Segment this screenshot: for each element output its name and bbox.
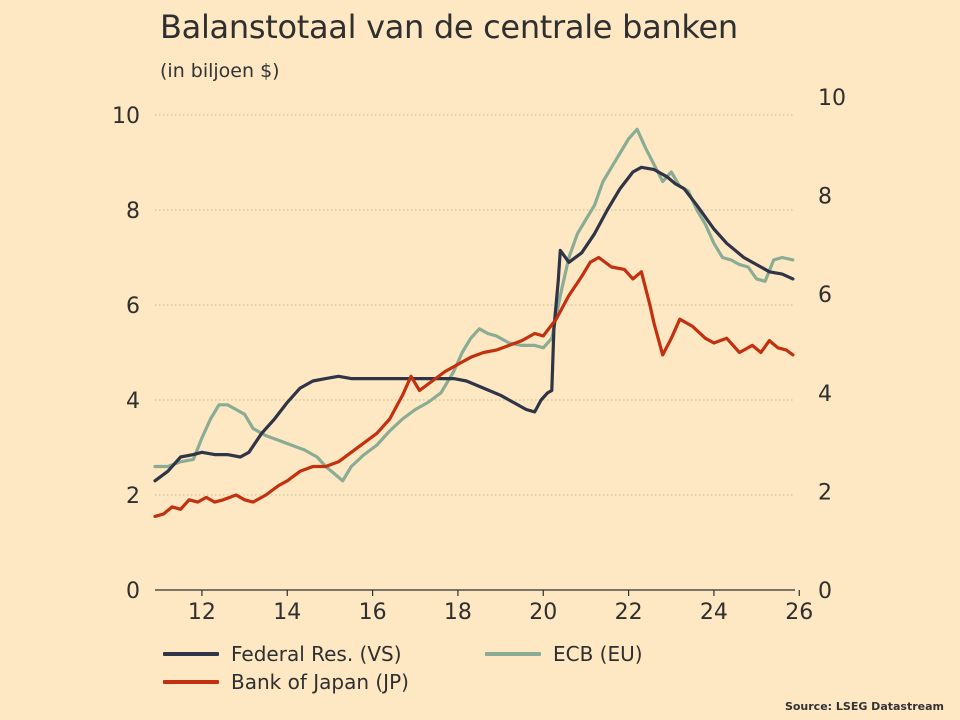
y-left-tick-label: 4 [126, 389, 140, 414]
y-right-tick-label: 10 [818, 86, 846, 111]
source-note: Source: LSEG Datastream [784, 700, 944, 713]
legend-item-federal-res: Federal Res. (VS) [163, 642, 402, 666]
series-line-bank-of-japan [153, 255, 795, 518]
grid-lines [155, 114, 795, 496]
y-left-tick-label: 8 [126, 199, 140, 224]
y-axis-left-ticks: 0 2 4 6 8 10 [112, 104, 140, 604]
y-right-tick-label: 8 [818, 185, 832, 210]
legend-label-ecb: ECB (EU) [553, 642, 643, 666]
legend-swatch-ecb [485, 652, 541, 656]
x-tick-label: 12 [188, 600, 216, 625]
x-tick-label: 22 [615, 600, 643, 625]
chart-subtitle: (in biljoen $) [160, 60, 280, 82]
chart-title: Balanstotaal van de centrale banken [160, 8, 738, 46]
legend-item-bank-of-japan: Bank of Japan (JP) [163, 670, 409, 694]
y-right-tick-label: 0 [818, 579, 832, 604]
y-right-tick-label: 6 [818, 283, 832, 308]
x-axis-ticks: 12 14 16 18 20 22 24 26 [188, 590, 813, 625]
y-axis-right-ticks: 0 2 4 6 8 10 [818, 86, 846, 604]
legend-item-ecb: ECB (EU) [485, 642, 643, 666]
y-right-tick-label: 2 [818, 480, 832, 505]
legend-label-federal-res: Federal Res. (VS) [231, 642, 402, 666]
legend-swatch-federal-res [163, 652, 219, 656]
x-tick-label: 26 [785, 600, 813, 625]
series-lines [153, 127, 795, 518]
x-tick-label: 24 [700, 600, 728, 625]
x-tick-label: 20 [529, 600, 557, 625]
y-left-tick-label: 6 [126, 294, 140, 319]
x-tick-label: 18 [444, 600, 472, 625]
x-tick-label: 14 [273, 600, 301, 625]
legend-swatch-bank-of-japan [163, 680, 219, 684]
legend-label-bank-of-japan: Bank of Japan (JP) [231, 670, 409, 694]
y-right-tick-label: 4 [818, 382, 832, 407]
y-left-tick-label: 10 [112, 104, 140, 129]
y-left-tick-label: 0 [126, 579, 140, 604]
y-left-tick-label: 2 [126, 484, 140, 509]
x-tick-label: 16 [359, 600, 387, 625]
series-line-federal-res [153, 165, 795, 483]
series-line-ecb [153, 127, 795, 483]
